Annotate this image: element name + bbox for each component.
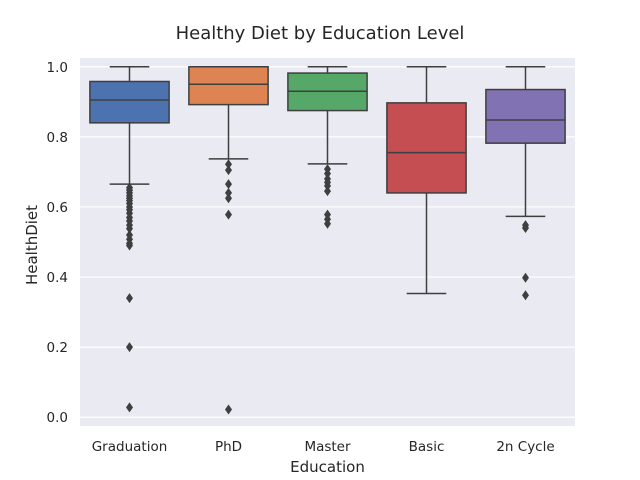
outlier-point <box>126 402 133 413</box>
outlier-point <box>225 159 232 170</box>
box-graduation <box>89 66 170 413</box>
chart-title: Healthy Diet by Education Level <box>176 23 465 44</box>
x-tick-label: Master <box>304 439 351 455</box>
iqr-box <box>485 88 566 144</box>
iqr-box <box>188 66 269 106</box>
x-tick-label: Basic <box>409 439 445 455</box>
outlier-point <box>126 240 133 251</box>
outlier-point <box>225 193 232 204</box>
outlier-point <box>522 222 529 233</box>
x-tick-label: Graduation <box>92 439 168 455</box>
y-tick-label: 0.4 <box>47 270 68 286</box>
outlier-point <box>225 165 232 176</box>
box-2n-cycle <box>485 66 566 301</box>
y-tick-label: 1.0 <box>47 60 68 76</box>
outlier-point <box>225 179 232 190</box>
y-tick-labels: 0.0 0.2 0.4 0.6 0.8 1.0 <box>47 60 68 426</box>
outlier-point <box>522 272 529 283</box>
box-plots <box>89 66 566 415</box>
y-tick-label: 0.2 <box>47 340 68 356</box>
outlier-point <box>225 187 232 198</box>
outlier-point <box>324 186 331 197</box>
outlier-point <box>126 293 133 304</box>
y-axis-label: HealthDiet <box>23 205 41 285</box>
box-basic <box>386 66 467 295</box>
outlier-point <box>225 404 232 415</box>
outlier-point <box>522 290 529 301</box>
outlier-point <box>324 218 331 229</box>
outlier-point <box>126 223 133 234</box>
y-tick-label: 0.0 <box>47 410 68 426</box>
x-tick-labels: Graduation PhD Master Basic 2n Cycle <box>92 439 555 455</box>
box-master <box>287 66 368 229</box>
y-tick-label: 0.6 <box>47 200 68 216</box>
x-axis-label: Education <box>290 458 365 476</box>
outlier-point <box>324 180 331 191</box>
x-tick-label: PhD <box>215 439 242 455</box>
box-phd <box>188 66 269 415</box>
iqr-box <box>386 102 467 194</box>
outlier-point <box>225 209 232 220</box>
iqr-box <box>89 80 170 124</box>
y-tick-label: 0.8 <box>47 130 68 146</box>
outlier-point <box>324 168 331 179</box>
outlier-point <box>126 342 133 353</box>
x-tick-label: 2n Cycle <box>496 439 554 455</box>
